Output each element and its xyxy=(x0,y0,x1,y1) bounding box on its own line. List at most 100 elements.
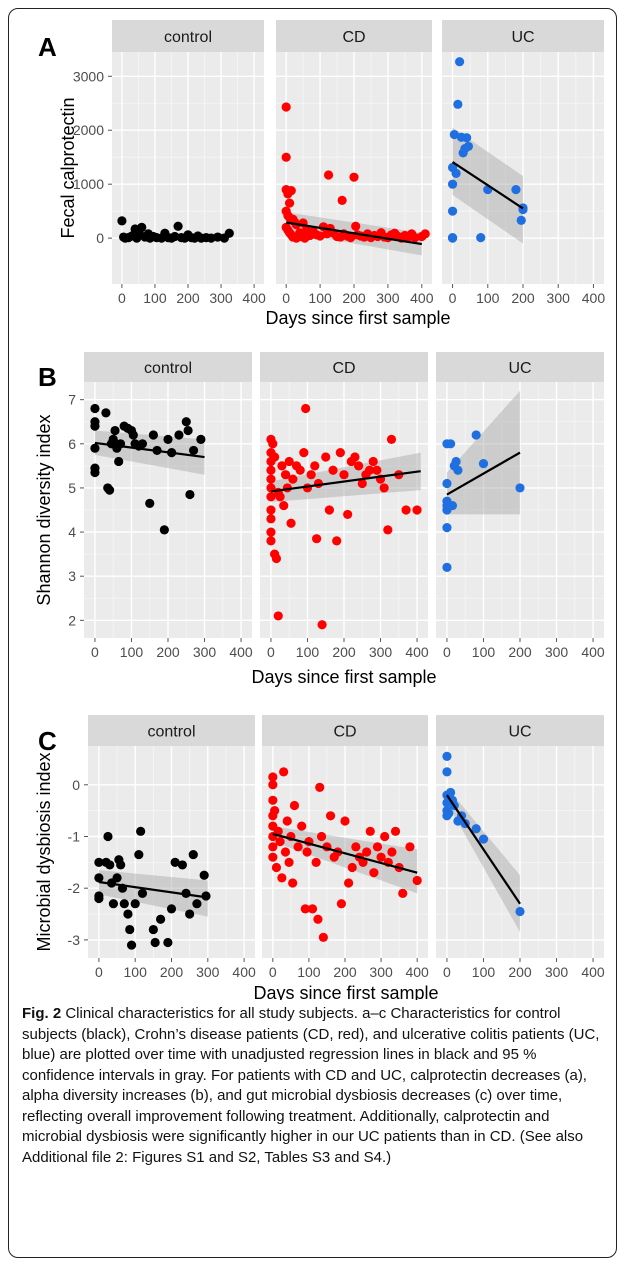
data-point xyxy=(129,430,138,439)
x-tick-label: 300 xyxy=(209,290,233,306)
data-point xyxy=(189,850,198,859)
data-point xyxy=(369,457,378,466)
x-tick-label: 400 xyxy=(242,290,266,306)
data-point xyxy=(315,783,324,792)
data-point xyxy=(105,486,114,495)
y-tick-label: -3 xyxy=(68,932,81,948)
x-tick-label: 400 xyxy=(581,644,605,660)
x-tick-label: 0 xyxy=(449,290,457,306)
data-point xyxy=(442,479,451,488)
data-point xyxy=(123,909,132,918)
data-point xyxy=(373,842,382,851)
data-point xyxy=(183,426,192,435)
data-point xyxy=(442,767,451,776)
x-tick-label: 300 xyxy=(545,964,569,980)
data-point xyxy=(442,752,451,761)
x-tick-label: 100 xyxy=(308,290,332,306)
x-tick-label: 200 xyxy=(333,964,357,980)
data-point xyxy=(401,505,410,514)
data-point xyxy=(272,554,281,563)
data-point xyxy=(268,439,277,448)
panel-letter: A xyxy=(38,32,57,62)
panel-letter: C xyxy=(38,726,57,756)
data-point xyxy=(173,222,182,231)
y-tick-label: 6 xyxy=(68,436,76,452)
facet-strip-label: UC xyxy=(511,29,534,46)
data-point xyxy=(464,142,473,151)
facet-cd: CD0 100 200 300 400 xyxy=(276,20,434,306)
x-tick-label: 100 xyxy=(120,644,144,660)
x-tick-label: 300 xyxy=(545,644,569,660)
data-point xyxy=(268,796,277,805)
data-point xyxy=(319,933,328,942)
data-point xyxy=(413,876,422,885)
data-point xyxy=(337,899,346,908)
x-tick-label: 300 xyxy=(196,964,220,980)
data-point xyxy=(448,234,457,243)
data-point xyxy=(325,505,334,514)
data-point xyxy=(455,57,464,66)
data-point xyxy=(354,461,363,470)
data-point xyxy=(94,873,103,882)
data-point xyxy=(287,186,296,195)
x-tick-label: 100 xyxy=(296,644,320,660)
x-tick-label: 400 xyxy=(405,644,429,660)
data-point xyxy=(192,899,201,908)
data-point xyxy=(362,847,371,856)
data-point xyxy=(391,827,400,836)
x-tick-label: 400 xyxy=(581,964,605,980)
data-point xyxy=(189,446,198,455)
x-tick-label: 300 xyxy=(193,644,217,660)
data-point xyxy=(453,100,462,109)
data-point xyxy=(296,466,305,475)
data-point xyxy=(338,196,347,205)
data-point xyxy=(451,457,460,466)
data-point xyxy=(151,938,160,947)
data-point xyxy=(444,809,453,818)
data-point xyxy=(517,216,526,225)
data-point xyxy=(288,878,297,887)
x-tick-label: 200 xyxy=(342,290,366,306)
x-tick-label: 100 xyxy=(472,644,496,660)
facet-cd: CD0 100 200 300 400 xyxy=(262,715,429,980)
data-point xyxy=(90,468,99,477)
data-point xyxy=(270,806,279,815)
data-point xyxy=(344,878,353,887)
data-point xyxy=(268,853,277,862)
y-tick-label: 3000 xyxy=(73,68,104,84)
data-point xyxy=(127,940,136,949)
data-point xyxy=(90,422,99,431)
x-tick-label: 0 xyxy=(269,964,277,980)
x-tick-label: 0 xyxy=(91,644,99,660)
y-tick-label: 0 xyxy=(96,230,104,246)
data-point xyxy=(515,907,524,916)
data-point xyxy=(125,925,134,934)
data-point xyxy=(185,909,194,918)
data-point xyxy=(149,925,158,934)
data-point xyxy=(387,847,396,856)
data-point xyxy=(282,102,291,111)
x-tick-label: 0 xyxy=(95,964,103,980)
x-tick-label: 0 xyxy=(443,644,451,660)
x-tick-label: 0 xyxy=(118,290,126,306)
data-point xyxy=(200,871,209,880)
data-point xyxy=(266,536,275,545)
data-point xyxy=(340,816,349,825)
data-point xyxy=(103,832,112,841)
x-tick-label: 400 xyxy=(410,290,434,306)
data-point xyxy=(332,536,341,545)
facet-strip-label: UC xyxy=(508,360,531,377)
y-axis-label: Microbial dysbiosis index xyxy=(34,752,54,951)
data-point xyxy=(182,417,191,426)
data-point xyxy=(116,860,125,869)
x-tick-label: 300 xyxy=(376,290,400,306)
x-tick-label: 0 xyxy=(267,644,275,660)
data-point xyxy=(339,470,348,479)
data-point xyxy=(279,501,288,510)
y-axis-label: Shannon diversity index xyxy=(34,414,54,605)
facet-uc: UC 0 100 200 300 400 xyxy=(442,20,605,306)
y-tick-label: 0 xyxy=(72,777,80,793)
data-point xyxy=(288,475,297,484)
data-point xyxy=(442,523,451,532)
data-point xyxy=(270,452,279,461)
